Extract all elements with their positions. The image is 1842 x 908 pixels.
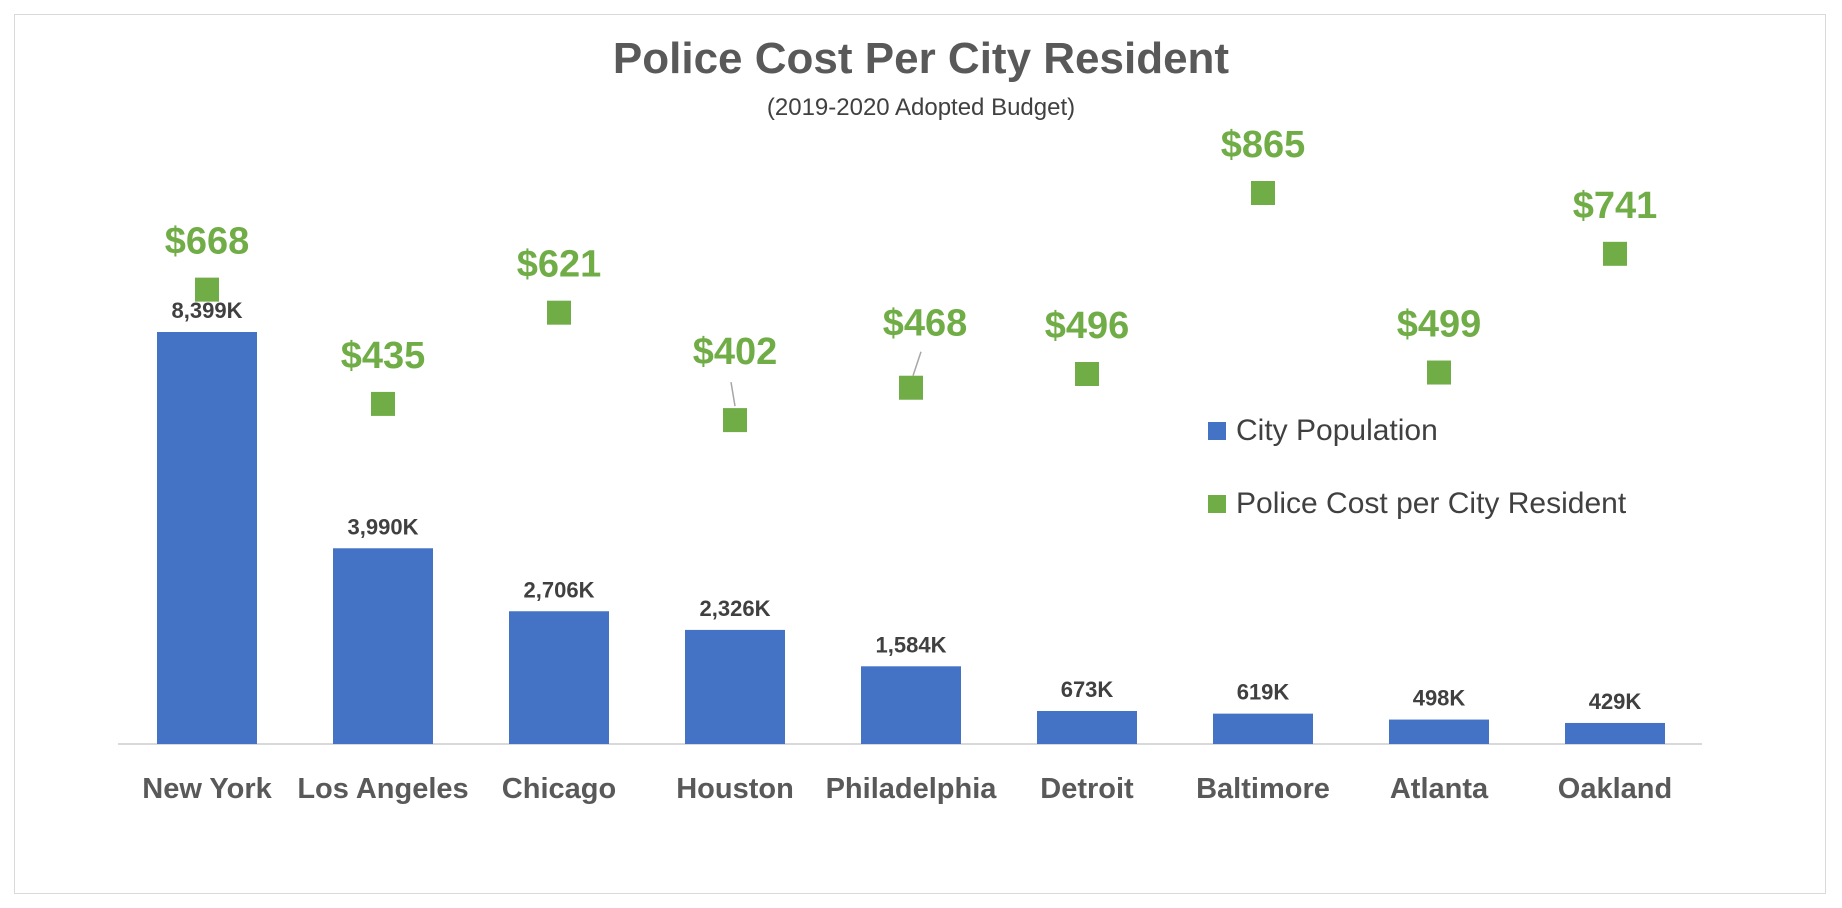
chart-title: Police Cost Per City Resident (612, 34, 1230, 83)
x-tick-label: Baltimore (1196, 773, 1330, 805)
marker-data-label: $865 (1221, 124, 1306, 166)
bar-population (861, 666, 961, 744)
marker-data-label: $668 (165, 221, 250, 263)
marker-police-cost (371, 391, 395, 416)
marker-police-cost (1251, 181, 1275, 205)
bar-data-label: 1,584K (876, 632, 947, 657)
marker-police-cost (723, 408, 747, 433)
bar-population (1037, 710, 1137, 744)
leader-line (912, 351, 922, 376)
marker-data-label: $468 (883, 303, 968, 345)
bar-population (509, 611, 609, 744)
bar-data-label: 3,990K (348, 514, 419, 539)
bar-data-label: 2,326K (700, 596, 771, 621)
bar-population (1389, 719, 1489, 744)
x-tick-label: Oakland (1558, 773, 1672, 805)
marker-data-label: $496 (1045, 305, 1130, 347)
marker-police-cost (1427, 360, 1451, 385)
x-tick-label: Atlanta (1390, 773, 1489, 805)
bar-population (157, 332, 257, 744)
chart-legend: City Population Police Cost per City Res… (1208, 413, 1626, 559)
x-tick-label: Philadelphia (826, 773, 998, 805)
chart-frame (14, 14, 1826, 894)
marker-data-label: $741 (1573, 185, 1658, 227)
marker-police-cost (1603, 241, 1627, 266)
bar-population (1565, 722, 1665, 744)
legend-item-city-population: City Population (1208, 413, 1626, 449)
x-tick-label: Los Angeles (297, 773, 468, 805)
marker-police-cost (1075, 361, 1099, 386)
bar-data-label: 498K (1413, 686, 1466, 711)
bar-population (1213, 713, 1313, 744)
bar-data-label: 2,706K (524, 577, 595, 602)
legend-swatch-population (1208, 422, 1226, 440)
bar-population (685, 629, 785, 744)
bar-data-label: 429K (1589, 689, 1642, 714)
legend-label-cost: Police Cost per City Resident (1236, 487, 1627, 520)
bar-data-label: 8,399K (172, 298, 243, 323)
marker-police-cost (547, 300, 571, 325)
marker-police-cost (899, 375, 923, 400)
bar-population (333, 548, 433, 744)
x-tick-label: Chicago (502, 773, 616, 805)
marker-data-label: $499 (1397, 304, 1482, 346)
chart-subtitle: (2019-2020 Adopted Budget) (766, 94, 1076, 121)
bar-data-label: 619K (1237, 680, 1290, 705)
marker-police-cost (195, 277, 219, 302)
marker-data-label: $435 (341, 335, 426, 377)
x-tick-label: New York (142, 773, 272, 805)
legend-label-population: City Population (1236, 414, 1438, 447)
x-tick-label: Houston (676, 773, 794, 805)
marker-data-label: $621 (517, 244, 602, 286)
bar-data-label: 673K (1061, 677, 1114, 702)
marker-data-label: $402 (693, 331, 778, 373)
legend-item-police-cost: Police Cost per City Resident (1208, 486, 1626, 522)
legend-swatch-cost (1208, 495, 1226, 513)
x-tick-label: Detroit (1040, 773, 1134, 805)
leader-line (730, 381, 736, 407)
